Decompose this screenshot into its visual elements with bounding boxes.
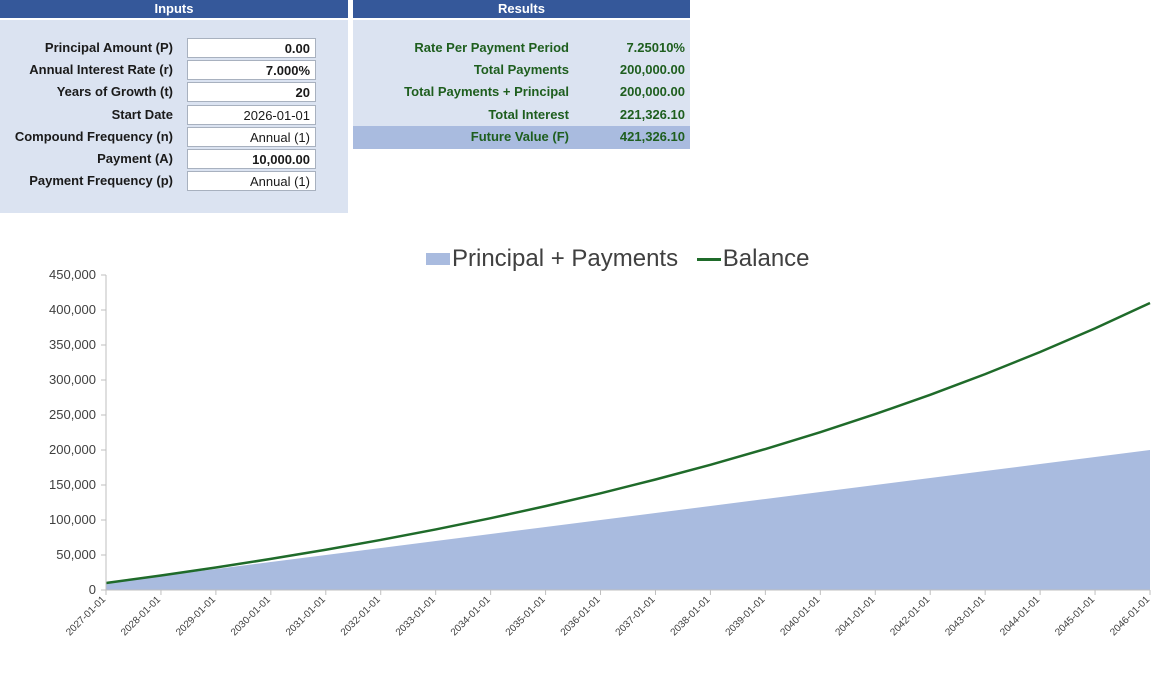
x-tick-label: 2037-01-01 — [614, 594, 658, 638]
y-tick-label: 100,000 — [49, 512, 96, 527]
x-tick-label: 2034-01-01 — [449, 594, 493, 638]
legend-label-principal: Principal + Payments — [452, 244, 679, 272]
x-tick-label: 2039-01-01 — [724, 594, 768, 638]
x-tick-label: 2046-01-01 — [1108, 594, 1152, 638]
result-label: Total Interest — [488, 107, 569, 122]
legend-label-balance: Balance — [722, 244, 810, 272]
result-label: Rate Per Payment Period — [414, 40, 569, 55]
series-principal-payments-area — [106, 450, 1150, 590]
future-value-highlight — [353, 126, 690, 149]
input-label: Compound Frequency (n) — [14, 129, 173, 144]
inputs-header: Inputs — [0, 0, 348, 18]
legend-item-balance: Balance — [696, 244, 810, 273]
legend-item-principal: Principal + Payments — [426, 245, 678, 273]
x-tick-label: 2029-01-01 — [174, 594, 218, 638]
y-tick-label: 200,000 — [49, 442, 96, 457]
input-field[interactable]: Annual (1) — [187, 171, 316, 191]
input-label: Start Date — [111, 107, 173, 122]
x-tick-label: 2038-01-01 — [669, 594, 713, 638]
result-label: Total Payments — [473, 62, 569, 77]
x-tick-label: 2035-01-01 — [504, 594, 548, 638]
x-tick-label: 2041-01-01 — [833, 594, 877, 638]
input-label: Annual Interest Rate (r) — [29, 62, 173, 77]
input-field[interactable]: 7.000% — [187, 60, 316, 80]
input-field[interactable]: 20 — [187, 82, 316, 102]
y-tick-label: 450,000 — [49, 267, 96, 282]
x-tick-label: 2042-01-01 — [888, 594, 932, 638]
input-field[interactable]: 2026-01-01 — [187, 105, 316, 125]
y-tick-label: 150,000 — [49, 477, 96, 492]
y-tick-label: 400,000 — [49, 302, 96, 317]
y-tick-label: 50,000 — [56, 547, 96, 562]
x-tick-label: 2033-01-01 — [394, 594, 438, 638]
input-field[interactable]: 10,000.00 — [187, 149, 316, 169]
result-label: Total Payments + Principal — [404, 84, 569, 99]
input-label: Payment Frequency (p) — [29, 173, 173, 188]
input-label: Years of Growth (t) — [56, 84, 173, 99]
y-tick-label: 350,000 — [49, 337, 96, 352]
input-field[interactable]: Annual (1) — [187, 127, 316, 147]
legend-swatch-line — [696, 257, 721, 261]
x-tick-label: 2040-01-01 — [778, 594, 822, 638]
input-label: Payment (A) — [97, 151, 173, 166]
x-tick-label: 2043-01-01 — [943, 594, 987, 638]
result-value: 200,000.00 — [619, 62, 685, 77]
result-value: 221,326.10 — [619, 107, 685, 122]
results-header: Results — [353, 0, 690, 18]
result-value: 421,326.10 — [619, 129, 685, 144]
input-field[interactable]: 0.00 — [187, 38, 316, 58]
y-tick-label: 250,000 — [49, 407, 96, 422]
legend-swatch-area — [426, 253, 450, 266]
result-value: 7.25010% — [626, 40, 685, 55]
chart-legend: Principal + Payments Balance — [426, 244, 822, 276]
x-tick-label: 2030-01-01 — [229, 594, 273, 638]
y-tick-label: 300,000 — [49, 372, 96, 387]
x-tick-label: 2036-01-01 — [559, 594, 603, 638]
x-tick-label: 2032-01-01 — [339, 594, 383, 638]
x-tick-label: 2045-01-01 — [1053, 594, 1097, 638]
result-value: 200,000.00 — [619, 84, 685, 99]
y-tick-label: 0 — [89, 582, 96, 597]
series-balance-line — [105, 301, 1151, 585]
x-tick-label: 2031-01-01 — [284, 594, 328, 638]
result-label: Future Value (F) — [470, 129, 569, 144]
x-tick-label: 2044-01-01 — [998, 594, 1042, 638]
x-tick-label: 2028-01-01 — [119, 594, 163, 638]
x-tick-label: 2027-01-01 — [64, 594, 108, 638]
input-label: Principal Amount (P) — [44, 40, 173, 55]
